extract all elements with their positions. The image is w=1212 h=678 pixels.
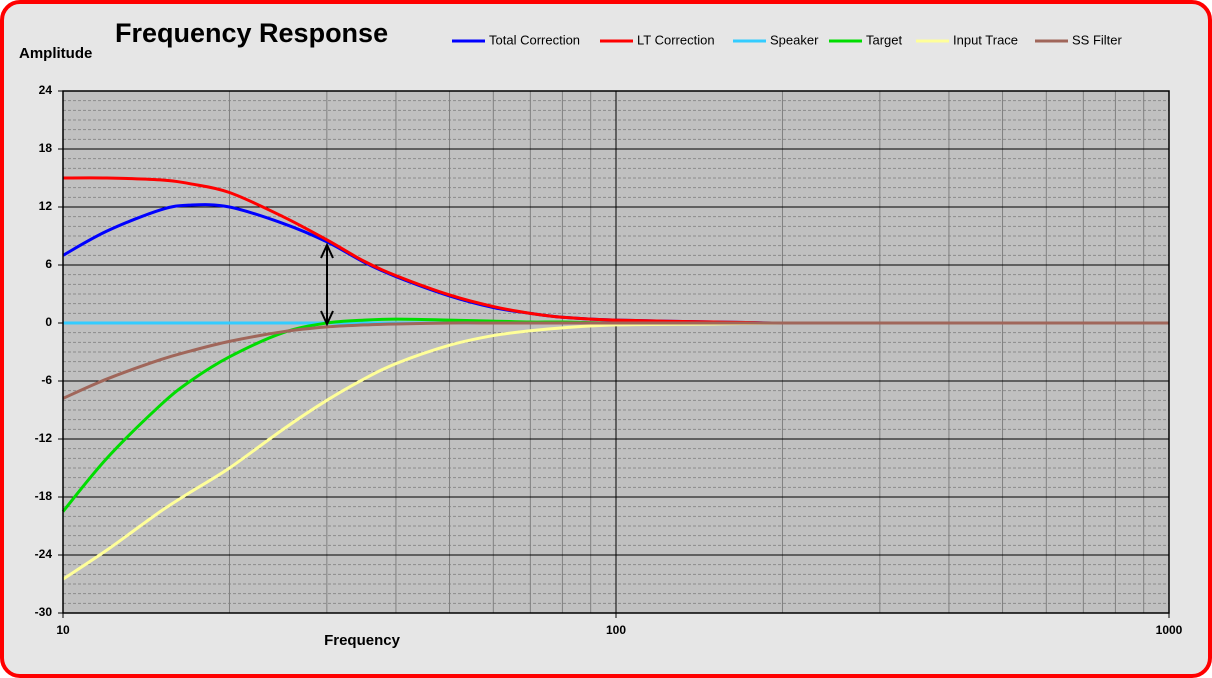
y-axis-label: Amplitude (19, 45, 92, 62)
x-tick-label: 10 (56, 623, 70, 637)
y-tick-label: -6 (41, 373, 52, 387)
y-tick-label: -12 (35, 431, 53, 445)
x-axis-label: Frequency (324, 632, 401, 649)
x-tick-label: 100 (606, 623, 626, 637)
y-tick-label: -18 (35, 489, 53, 503)
chart-title: Frequency Response (115, 18, 388, 48)
y-tick-label: 24 (39, 83, 53, 97)
y-tick-label: 6 (45, 257, 52, 271)
legend-label: Input Trace (953, 32, 1018, 47)
x-tick-label: 1000 (1156, 623, 1183, 637)
y-tick-label: -30 (35, 605, 53, 619)
y-tick-label: 0 (45, 315, 52, 329)
y-tick-label: 12 (39, 199, 53, 213)
legend-label: SS Filter (1072, 32, 1123, 47)
y-tick-label: 18 (39, 141, 53, 155)
legend-label: Target (866, 32, 903, 47)
legend-label: Speaker (770, 32, 819, 47)
y-tick-label: -24 (35, 547, 53, 561)
legend-label: Total Correction (489, 32, 580, 47)
legend-label: LT Correction (637, 32, 715, 47)
annotation-arrow (320, 242, 334, 327)
series-line (62, 321, 1169, 400)
